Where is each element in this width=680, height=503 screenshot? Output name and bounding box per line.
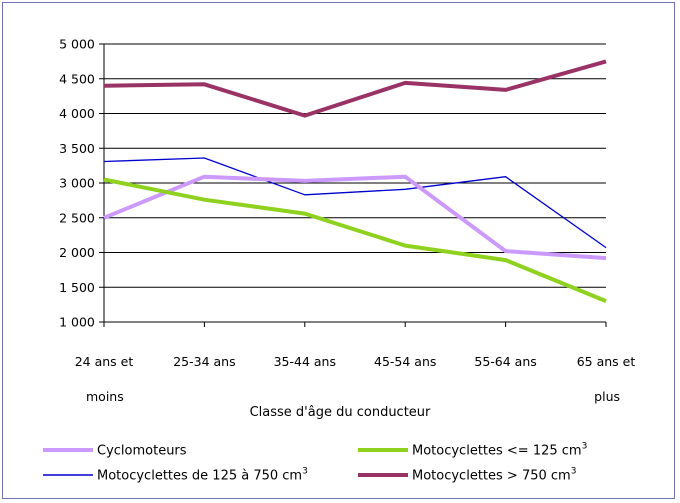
y-tick-label: 5 000 — [59, 37, 95, 52]
y-tick-label: 3 500 — [59, 141, 95, 156]
x-tick-label: 55-64 ans — [474, 354, 536, 369]
series-lines — [103, 59, 607, 303]
legend-label: Cyclomoteurs — [97, 444, 187, 459]
y-axis-ticks: 5 000 4 500 4 000 3 500 3 000 2 500 2 000 1 500… — [59, 37, 95, 330]
legend-label-text: Cyclomoteurs — [97, 444, 187, 459]
y-tick-label: 1 500 — [59, 280, 95, 295]
y-tick-label: 2 000 — [59, 245, 95, 260]
legend-label-text: Motocyclettes de 125 à 750 cm — [97, 469, 302, 484]
legend-label-sup: 3 — [582, 442, 588, 452]
y-tick-label: 3 000 — [59, 176, 95, 191]
x-tick-label: 35-44 ans — [274, 354, 336, 369]
y-tick-label: 2 500 — [59, 210, 95, 225]
x-tick-label: 24 ans et — [75, 354, 134, 369]
legend-label: Motocyclettes > 750 cm3 — [412, 467, 576, 484]
legend-label-sup: 3 — [571, 467, 577, 477]
legend-label: Motocyclettes <= 125 cm3 — [412, 442, 587, 459]
x-axis-ticks: 24 ans et moins 25-34 ans 35-44 ans 45-54 an… — [75, 354, 636, 404]
x-tick-label: 45-54 ans — [374, 354, 436, 369]
legend-label-sup: 3 — [302, 467, 308, 477]
y-tick-label: 4 500 — [59, 71, 95, 86]
x-tick-label-line2: plus — [594, 389, 620, 404]
series-line — [103, 59, 607, 118]
x-tick-label: 25-34 ans — [173, 354, 235, 369]
legend-label-text: Motocyclettes > 750 cm — [412, 469, 571, 484]
legend-label: Motocyclettes de 125 à 750 cm3 — [97, 467, 308, 484]
y-tick-label: 4 000 — [59, 106, 95, 121]
x-tick-label: 65 ans et — [577, 354, 636, 369]
series-line — [103, 177, 607, 303]
series-line — [103, 157, 607, 249]
legend: Cyclomoteurs Motocyclettes <= 125 cm3Moto… — [43, 442, 587, 484]
legend-label-text: Motocyclettes <= 125 cm — [412, 444, 582, 459]
x-axis-title: Classe d'âge du conducteur — [250, 405, 431, 420]
series-line — [103, 174, 607, 261]
x-tick-label-line2: moins — [86, 389, 124, 404]
y-tick-label: 1 000 — [59, 315, 95, 330]
